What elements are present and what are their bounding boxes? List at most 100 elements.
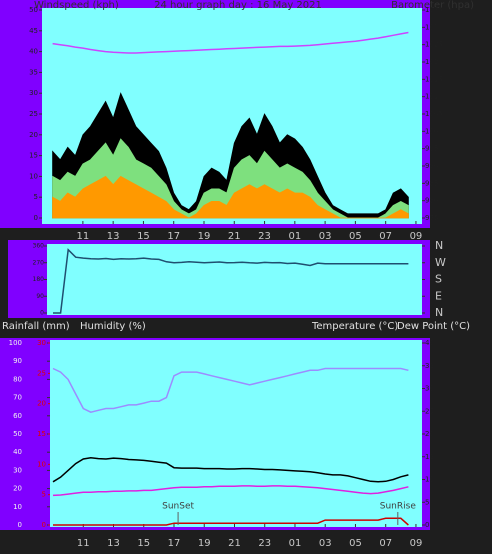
y3-axis-title: Rainfall (mm) <box>2 321 70 332</box>
series-line <box>53 517 409 526</box>
y-tick-label: 15 <box>29 152 38 160</box>
x-tick-label: 03 <box>319 231 332 242</box>
y-tick-label: 100 <box>9 339 22 347</box>
y2-tick-label: 1035 <box>425 6 443 14</box>
x-tick-label: 15 <box>137 231 150 242</box>
y-tick-label: 40 <box>13 448 22 456</box>
y-tick-label: 80 <box>13 375 22 383</box>
y-tick-label: 35 <box>29 68 38 76</box>
x-tick-label: 23 <box>258 231 271 242</box>
y3-tick-label: 10 <box>37 460 46 468</box>
y2-tick-label: 995 <box>425 145 438 153</box>
y-tick-label: 45 <box>29 27 38 35</box>
y-tick-label: 70 <box>13 394 22 402</box>
y2-tick-label: 1000 <box>425 127 443 135</box>
y2-tick-label: 0 <box>425 521 429 529</box>
y2-tick-label: 40 <box>425 339 434 347</box>
chart-title: 24 hour graph day : 16 May 2021 <box>154 0 322 11</box>
x-tick-label: 09 <box>410 538 423 549</box>
y2-tick-label: 980 <box>425 197 438 205</box>
series-line <box>52 31 409 54</box>
y-tick-label: 20 <box>29 131 38 139</box>
y-tick-label: 30 <box>13 466 22 474</box>
x-tick-label: 01 <box>289 538 302 549</box>
y2-tick-label: 5 <box>425 498 429 506</box>
y-tick-label: 180 <box>33 276 45 283</box>
y-tick-label: 270 <box>33 259 45 266</box>
wind-area <box>52 175 409 219</box>
y2-tick-label: 1020 <box>425 58 443 66</box>
y-tick-label: 50 <box>13 430 22 438</box>
series-line <box>52 485 409 497</box>
y-tick-label: 20 <box>13 485 22 493</box>
x-tick-label: 21 <box>228 231 241 242</box>
y2-tick-label: 985 <box>425 179 438 187</box>
y3-tick-label: 5 <box>42 491 46 499</box>
y-tick-label: 10 <box>13 503 22 511</box>
y2-tick-label: N <box>435 239 443 252</box>
x-tick-label: 19 <box>198 231 211 242</box>
x-tick-label: 21 <box>228 538 241 549</box>
y3-tick-label: 30 <box>37 339 46 347</box>
plot-area <box>50 340 422 527</box>
y2-tick-label: 1025 <box>425 41 443 49</box>
x-tick-label: 03 <box>319 538 332 549</box>
x-tick-label: 13 <box>107 538 120 549</box>
x-tick-label: 13 <box>107 231 120 242</box>
y2-tick-label: 35 <box>425 362 434 370</box>
y2-tick-label: E <box>435 289 442 302</box>
y2-tick-label: 975 <box>425 214 438 222</box>
annotation: SunRise <box>380 502 417 512</box>
x-tick-label: 17 <box>168 538 181 549</box>
y2-axis-title: Dew Point (°C) <box>397 321 470 332</box>
y2-axis-title: Temperature (°C) <box>311 321 398 332</box>
y3-tick-label: 25 <box>37 369 46 377</box>
y-tick-label: 30 <box>29 89 38 97</box>
y-tick-label: 0 <box>18 521 22 529</box>
y2-tick-label: 10 <box>425 476 434 484</box>
y-tick-label: 5 <box>34 193 38 201</box>
x-tick-label: 11 <box>77 231 90 242</box>
y-tick-label: 50 <box>29 6 38 14</box>
y2-tick-label: 30 <box>425 385 434 393</box>
x-tick-label: 07 <box>379 538 392 549</box>
y2-tick-label: 20 <box>425 430 434 438</box>
y-tick-label: 10 <box>29 172 38 180</box>
x-tick-label: 05 <box>349 538 362 549</box>
x-tick-label: 19 <box>198 538 211 549</box>
x-tick-label: 05 <box>349 231 362 242</box>
x-tick-label: 07 <box>379 231 392 242</box>
y-axis-title: Windspeed (kph) <box>34 0 119 11</box>
y2-tick-label: 990 <box>425 162 438 170</box>
y2-tick-label: 25 <box>425 407 434 415</box>
annotation: SunSet <box>162 502 194 512</box>
x-tick-label: 11 <box>77 538 90 549</box>
y-tick-label: 90 <box>13 357 22 365</box>
y3-tick-label: 15 <box>37 430 46 438</box>
series-line <box>53 248 409 314</box>
y-tick-label: 60 <box>13 412 22 420</box>
y2-tick-label: 1030 <box>425 23 443 31</box>
x-tick-label: 23 <box>258 538 271 549</box>
y2-tick-label: S <box>435 273 442 286</box>
y-tick-label: 90 <box>36 293 44 300</box>
y2-tick-label: 1005 <box>425 110 443 118</box>
x-tick-label: 15 <box>137 538 150 549</box>
y3-tick-label: 20 <box>37 400 46 408</box>
y3-tick-label: 0 <box>42 521 46 529</box>
y2-tick-label: 1010 <box>425 93 443 101</box>
y2-tick-label: N <box>435 306 443 319</box>
x-tick-label: 09 <box>410 231 423 242</box>
plot-area <box>47 244 422 315</box>
y-tick-label: 360 <box>33 243 45 250</box>
y-tick-label: 0 <box>40 310 44 317</box>
x-tick-label: 01 <box>288 231 301 242</box>
y2-axis-title: Barometer (hpa) <box>391 0 474 11</box>
y-tick-label: 0 <box>34 214 38 222</box>
y-axis-title: Humidity (%) <box>80 321 146 332</box>
y-tick-label: 25 <box>29 110 38 118</box>
y-tick-label: 40 <box>29 48 38 56</box>
x-tick-label: 17 <box>167 231 180 242</box>
series-line <box>52 456 409 483</box>
